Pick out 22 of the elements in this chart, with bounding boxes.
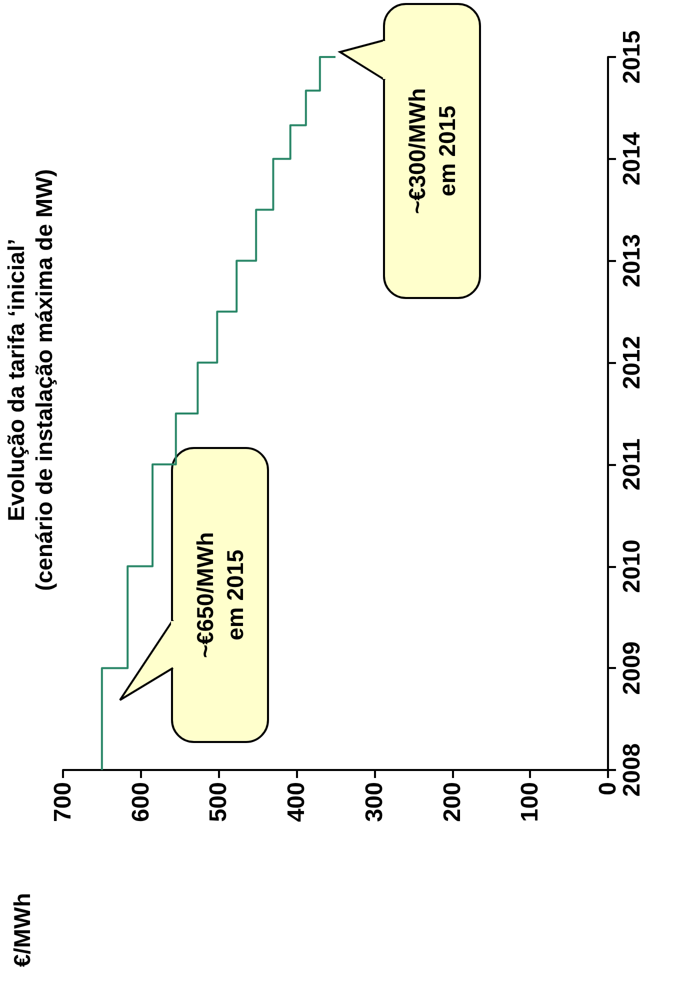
x-tick-label: 400 [283, 782, 310, 822]
y-tick-label: 2013 [618, 234, 646, 288]
line-series [100, 56, 336, 771]
y-tick-label: 2010 [618, 540, 646, 593]
x-tick-label: 700 [50, 782, 76, 822]
text: €/MWh [9, 892, 35, 968]
x-tick-label: 500 [205, 782, 232, 822]
y-tick-label: 2012 [618, 336, 646, 390]
x-tick-label: 200 [438, 782, 466, 822]
annotation: ~€650/MWh em 2015 [192, 532, 248, 658]
x-tick-label: 0 [594, 782, 622, 796]
x-tick-label: 100 [516, 782, 544, 822]
x-tick-label: 600 [127, 782, 154, 822]
y-tick-label: 2011 [618, 438, 646, 490]
annotation: ~€300/MWh em 2015 [404, 88, 460, 214]
text: Evolução da tarifa ‘inicial’ [3, 238, 29, 522]
y-tick-label: 2009 [618, 641, 646, 695]
y-tick-label: 2015 [618, 30, 646, 84]
x-tick-label: 300 [360, 782, 388, 822]
y-tick-label: 2014 [618, 132, 646, 186]
y-tick-label: 2008 [618, 743, 646, 797]
text: (cenário de instalação máxima de MW) [31, 169, 57, 591]
